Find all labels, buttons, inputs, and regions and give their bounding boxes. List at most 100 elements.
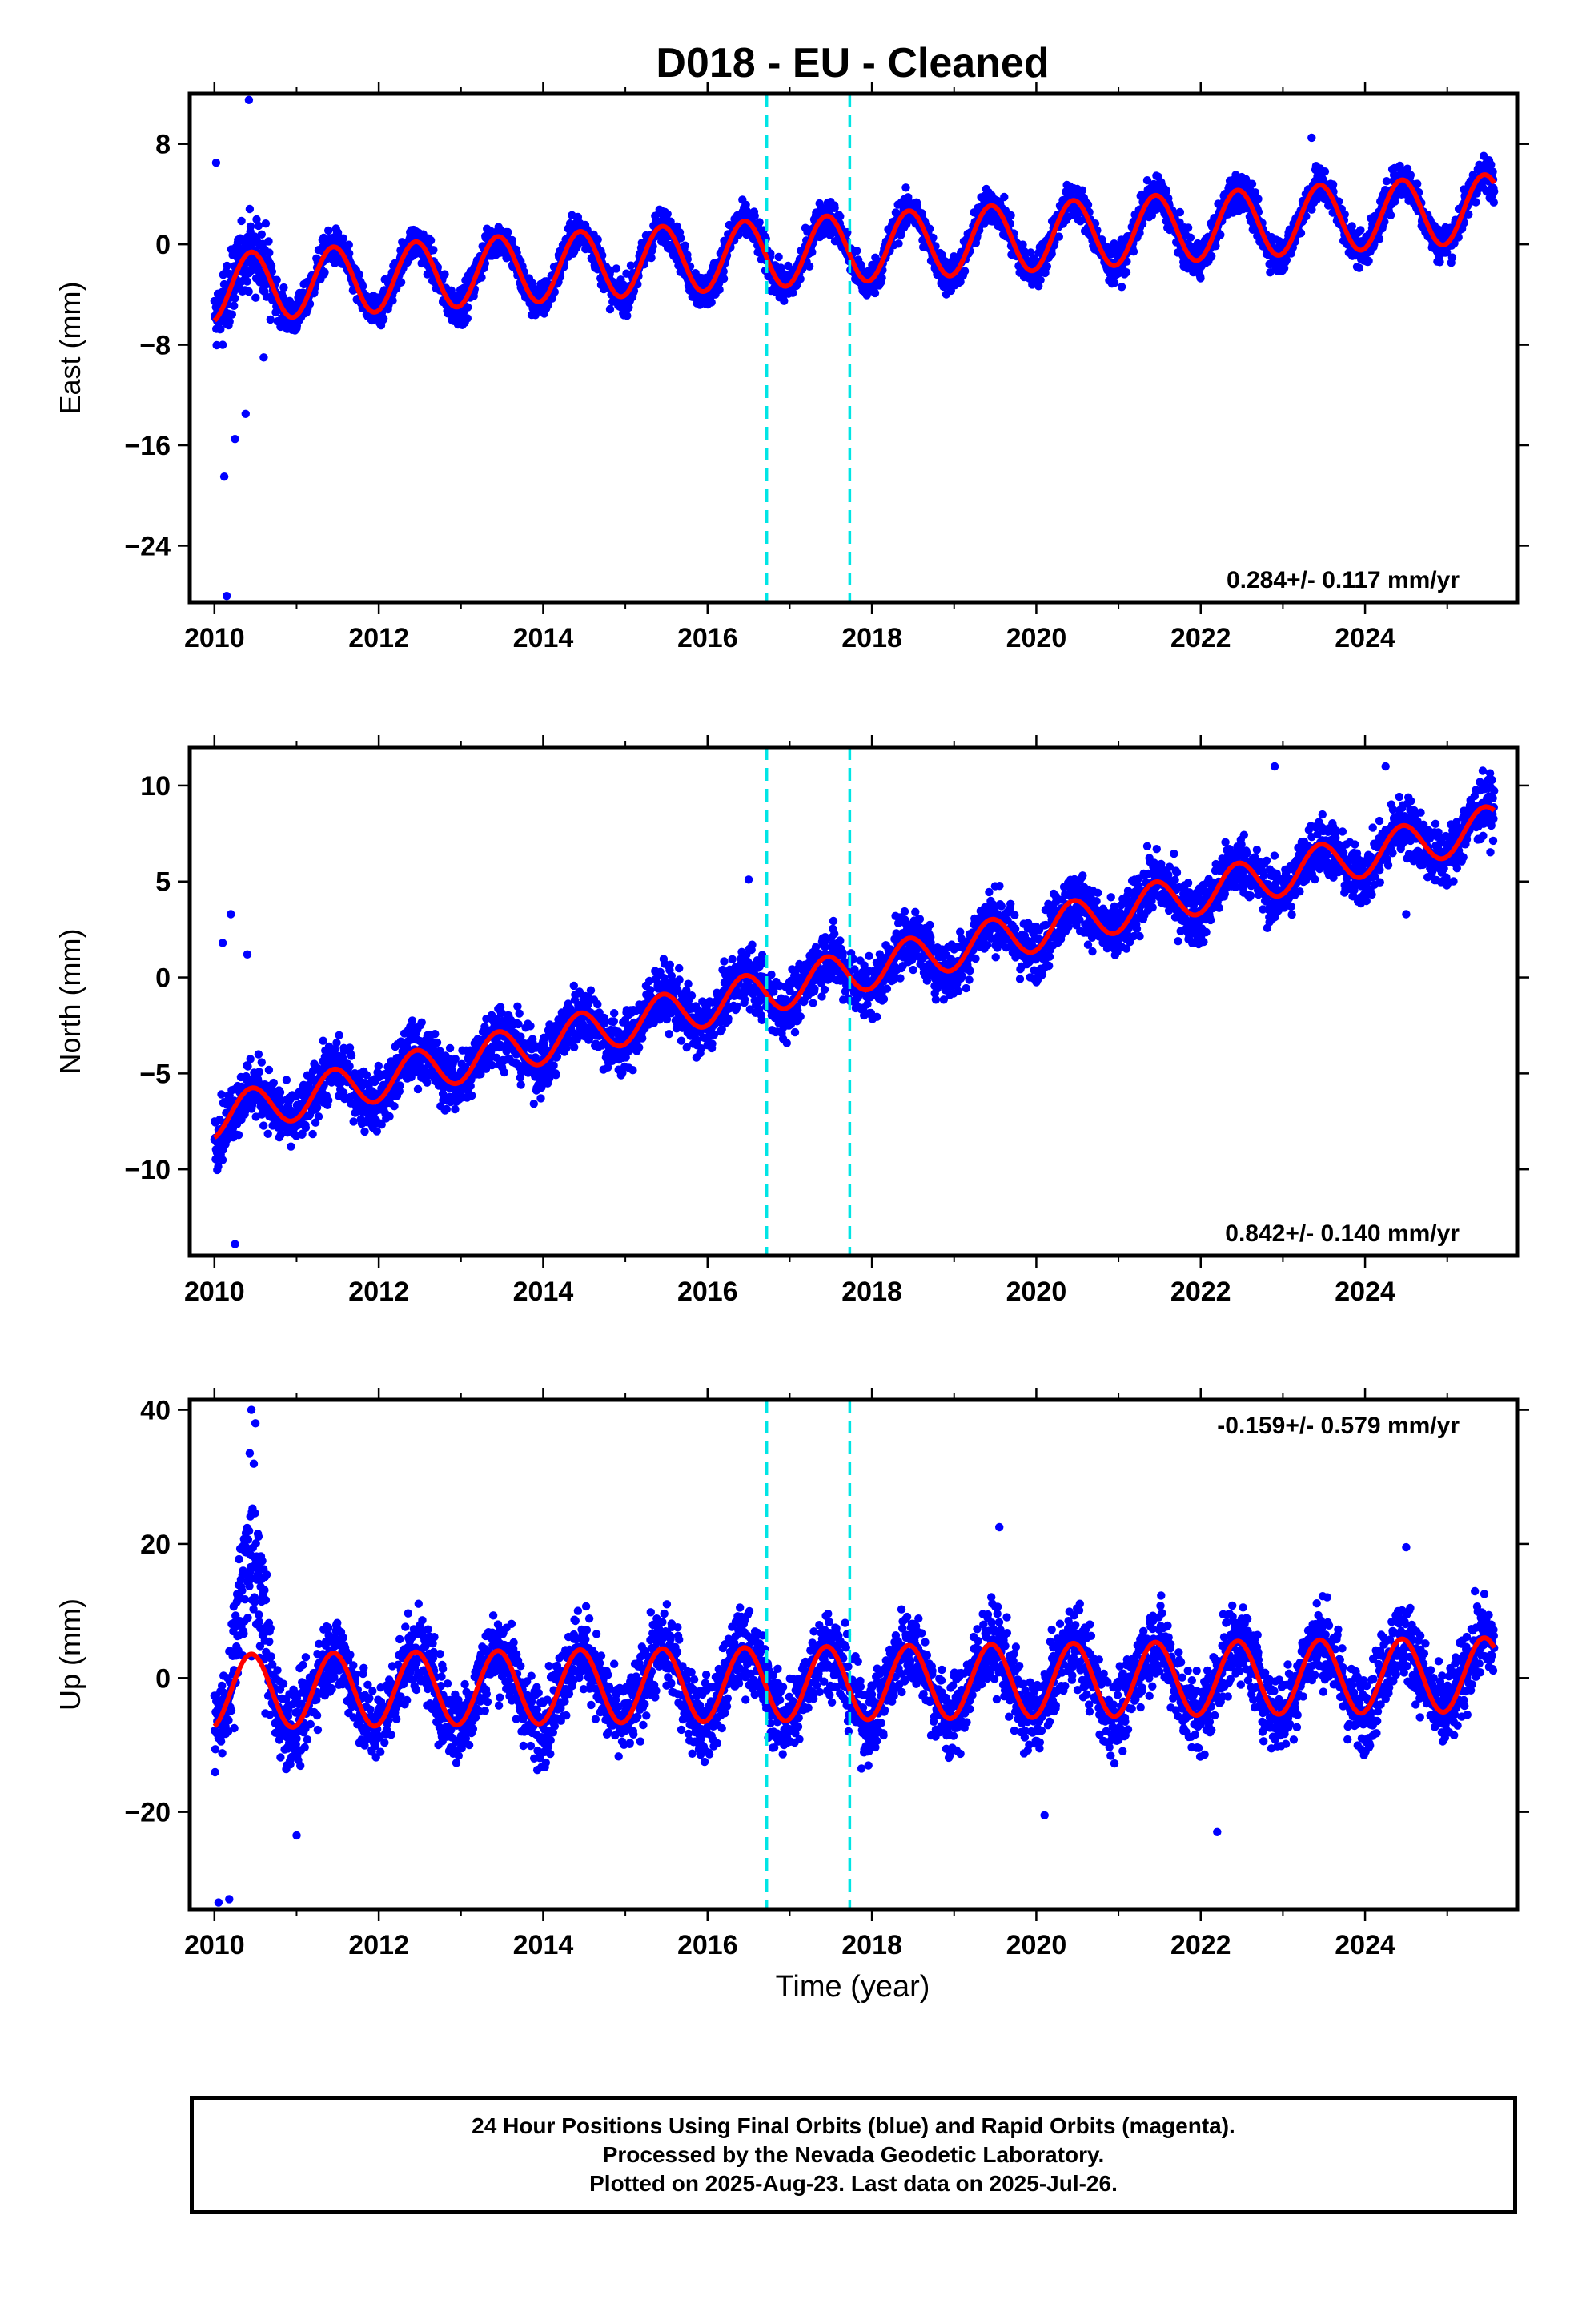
data-point [1183,223,1193,232]
data-point [1406,171,1415,179]
data-point [897,231,905,239]
data-point [257,230,266,239]
data-point [1054,232,1064,241]
data-point [385,1112,394,1121]
data-point [612,264,621,273]
data-point [252,215,261,224]
y-axis-label: East (mm) [54,282,86,415]
data-point [1175,207,1185,217]
data-point [1487,160,1496,169]
data-point [244,287,253,296]
data-point [282,1076,291,1084]
outlier-point [218,340,227,349]
data-point [836,212,845,221]
data-point [312,1103,322,1112]
data-point [707,298,716,307]
data-point [1041,268,1050,278]
data-point [623,312,632,320]
data-point [431,1030,440,1039]
data-point [243,1062,252,1071]
data-point [333,228,343,237]
data-point [429,246,438,255]
data-point [593,235,602,244]
data-point [796,275,805,283]
data-point [396,1081,404,1090]
final-orbit-points [210,95,1499,601]
data-point [677,234,685,243]
data-point [451,1104,460,1114]
y-tick-label: 0 [155,230,171,260]
data-point [442,1104,451,1114]
outlier-point [259,353,268,362]
data-point [251,293,260,302]
data-point [254,221,263,231]
data-point [666,217,675,226]
data-point [1129,247,1138,256]
data-point [1312,195,1322,203]
data-point [345,249,354,258]
data-point [445,1043,455,1053]
data-point [1020,247,1029,256]
model-fit-line [212,172,1496,323]
data-point [805,262,814,271]
data-point [624,303,633,312]
data-point [1435,258,1444,267]
data-point [276,1130,285,1140]
data-point [230,301,239,310]
data-point [223,261,231,271]
data-point [264,237,273,246]
data-point [269,1078,278,1088]
data-point [217,1090,226,1099]
rate-label: 0.284+/- 0.117 mm/yr [1227,567,1460,593]
data-point [319,1036,327,1045]
plot-area [210,95,1499,601]
data-point [508,235,516,245]
data-point [332,1039,341,1047]
data-point [245,204,255,214]
data-point [225,317,234,326]
data-point [408,1016,417,1025]
data-point [755,218,764,227]
data-point [719,274,729,283]
data-point [212,340,221,350]
data-point [432,1038,442,1047]
data-point [355,270,363,279]
outlier-point [223,592,231,601]
data-point [956,277,965,287]
data-point [272,275,281,284]
data-point [1296,228,1306,238]
data-point [1347,222,1356,231]
data-point [1282,255,1291,264]
data-point [390,1102,399,1111]
data-point [388,296,397,305]
data-point [548,294,556,303]
plot-frame [187,91,1520,605]
data-point [894,239,903,248]
data-point [440,270,449,279]
data-point [246,222,255,231]
data-point [1122,268,1131,277]
data-point [1356,226,1365,235]
data-point [358,282,367,291]
data-point [259,1121,268,1130]
data-point [1450,239,1459,247]
data-point [544,300,553,309]
data-point [1464,210,1473,219]
data-point [1472,198,1480,207]
data-point [347,1051,356,1060]
data-point [330,1045,339,1054]
data-point [1340,210,1349,219]
data-point [1403,164,1412,173]
data-point [1142,176,1152,185]
data-point [413,1084,423,1094]
data-point [1380,217,1389,227]
chart-title: D018 - EU - Cleaned [656,40,1049,86]
data-point [374,1061,383,1071]
data-point [345,1062,354,1071]
data-point [257,1058,266,1067]
data-point [266,315,275,324]
final-orbit-points [210,762,1499,1248]
data-point [279,283,288,292]
data-point [1488,167,1497,176]
data-point [339,234,347,243]
